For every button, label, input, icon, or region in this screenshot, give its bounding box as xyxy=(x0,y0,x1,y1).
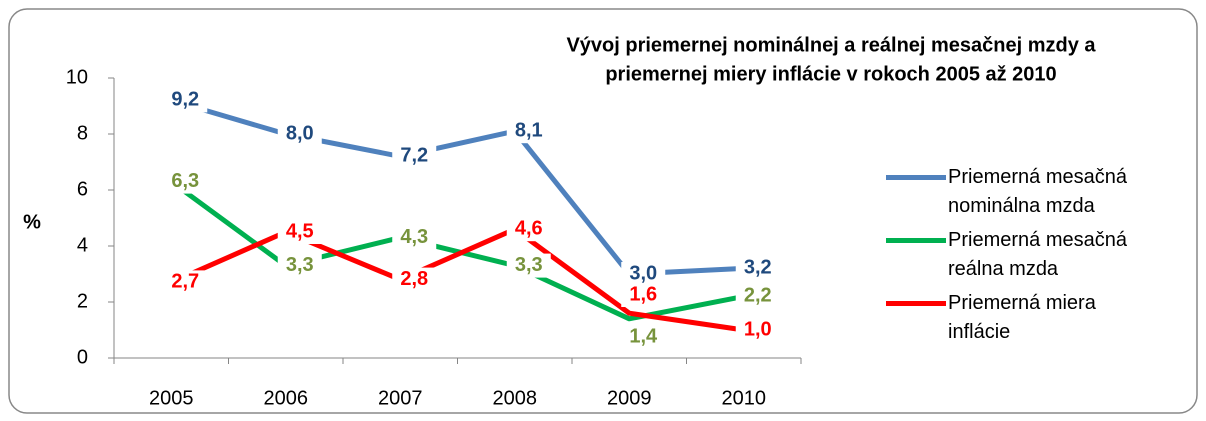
data-label: 7,2 xyxy=(400,145,428,167)
data-label: 3,3 xyxy=(286,254,314,276)
data-label: 2,2 xyxy=(744,285,772,307)
label-bg xyxy=(735,284,780,309)
y-tick-label: 8 xyxy=(77,122,88,144)
x-tick-label: 2005 xyxy=(149,387,194,409)
label-bg xyxy=(506,217,551,242)
x-tick-label: 2007 xyxy=(378,387,423,409)
label-bg xyxy=(735,256,780,281)
legend-swatch xyxy=(886,175,946,180)
x-tick-label: 2008 xyxy=(493,387,538,409)
legend-label: Priemerná mesačná reálna mzda xyxy=(948,229,1127,280)
label-bg xyxy=(392,267,437,292)
legend-label: Priemerná mesačná nominálna mzda xyxy=(948,166,1127,217)
x-tick-label: 2006 xyxy=(264,387,309,409)
label-bg xyxy=(163,169,208,194)
label-bg xyxy=(277,220,322,244)
data-label: 3,0 xyxy=(629,262,657,284)
label-bg xyxy=(392,144,437,169)
legend-item: Priemerná mesačná nominálna mzda xyxy=(886,163,1158,226)
y-tick-label: 0 xyxy=(77,346,88,368)
data-label: 8,1 xyxy=(515,119,543,141)
data-label: 1,6 xyxy=(629,283,657,305)
legend-item: Priemerná miera inflácie xyxy=(886,289,1158,352)
label-bg xyxy=(277,122,322,146)
data-label: 1,4 xyxy=(629,325,658,347)
data-label: 4,3 xyxy=(400,226,428,248)
legend-swatch xyxy=(886,238,946,243)
data-label: 2,8 xyxy=(400,268,428,290)
x-tick-label: 2009 xyxy=(607,387,652,409)
data-label: 4,5 xyxy=(286,220,314,242)
data-label: 8,0 xyxy=(286,122,314,144)
y-axis-label: % xyxy=(23,211,41,233)
data-label: 4,6 xyxy=(515,217,543,239)
label-bg xyxy=(621,283,666,307)
data-label: 6,3 xyxy=(171,170,199,192)
legend-item: Priemerná mesačná reálna mzda xyxy=(886,226,1158,289)
label-bg xyxy=(506,253,551,278)
data-label: 3,3 xyxy=(515,254,543,276)
data-label: 3,2 xyxy=(744,257,772,279)
legend-label: Priemerná miera inflácie xyxy=(948,292,1096,343)
label-bg xyxy=(506,119,551,144)
label-bg xyxy=(735,318,780,342)
chart-frame xyxy=(8,8,1198,414)
y-tick-label: 2 xyxy=(77,290,88,312)
x-tick-label: 2010 xyxy=(722,387,767,409)
data-label: 2,7 xyxy=(171,271,199,293)
y-tick-label: 6 xyxy=(77,178,88,200)
chart-title: priemernej miery inflácie v rokoch 2005 … xyxy=(605,63,1056,85)
label-bg xyxy=(621,262,666,286)
legend-swatch xyxy=(886,301,946,306)
data-label: 9,2 xyxy=(171,89,199,111)
series-line xyxy=(170,226,745,333)
y-tick-label: 4 xyxy=(77,234,88,256)
label-bg xyxy=(163,88,208,113)
label-bg xyxy=(163,270,208,295)
y-tick-label: 10 xyxy=(66,66,88,88)
label-bg xyxy=(621,325,666,349)
data-label: 1,0 xyxy=(744,318,772,340)
label-bg xyxy=(277,253,322,278)
chart-title: Vývoj priemernej nominálnej a reálnej me… xyxy=(566,34,1096,56)
label-bg xyxy=(392,225,437,250)
legend: Priemerná mesačná nominálna mzda Priemern… xyxy=(886,163,1158,352)
